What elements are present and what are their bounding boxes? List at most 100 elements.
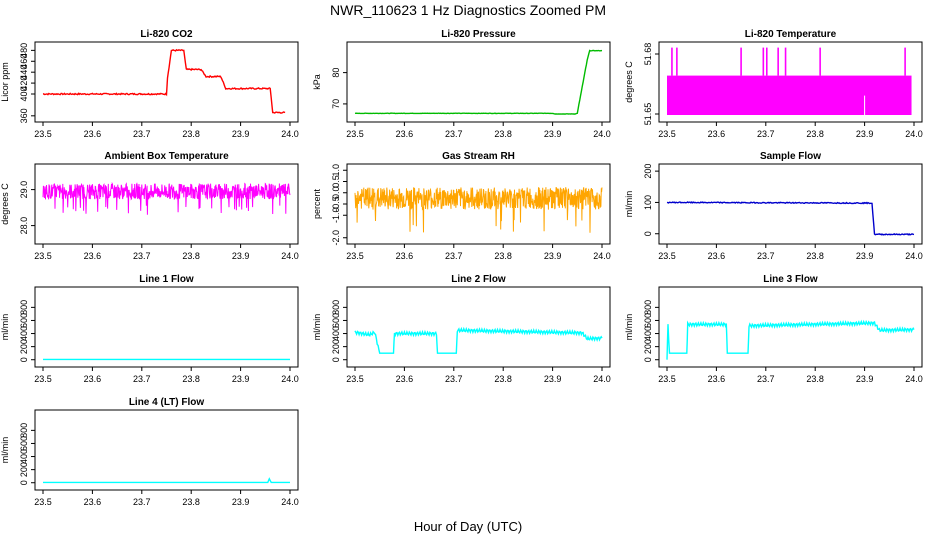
y-axis-label: percent [312, 188, 322, 219]
x-tick-label: 23.8 [182, 251, 200, 261]
x-tick-label: 23.9 [232, 374, 250, 384]
x-tick-label: 23.8 [494, 374, 512, 384]
panel-pressure: Li-820 Pressure kPa 23.5 23.6 23.7 23.8 23.9 24… [312, 29, 611, 139]
y-axis-label: ml/min [0, 314, 10, 341]
y-tick-label: 400 [19, 326, 29, 341]
plot-frame [658, 41, 923, 123]
x-tick-label: 23.9 [856, 374, 874, 384]
y-tick-label: 440 [19, 65, 29, 80]
y-tick-label: 600 [19, 436, 29, 451]
x-tick-label: 23.9 [232, 251, 250, 261]
x-tick-label: 23.5 [346, 251, 364, 261]
x-tick-label: 23.7 [133, 129, 151, 139]
x-tick-label: 23.5 [34, 497, 52, 507]
x-tick-label: 23.6 [396, 251, 414, 261]
x-tick-label: 23.7 [757, 129, 775, 139]
series-line [354, 49, 603, 115]
y-tick-label: 0.0 [331, 186, 341, 199]
x-tick-label: 23.8 [182, 497, 200, 507]
x-tick-label: 23.8 [806, 129, 824, 139]
series-line [42, 181, 291, 215]
y-tick-label: 800 [19, 300, 29, 315]
x-tick-label: 23.9 [544, 374, 562, 384]
y-axis-label: degrees C [0, 183, 10, 225]
y-tick-label: 200 [331, 339, 341, 354]
plot-area [354, 49, 603, 115]
x-tick-label: 24.0 [593, 129, 611, 139]
x-tick-label: 23.6 [708, 251, 726, 261]
y-tick-label: 460 [19, 54, 29, 69]
panel-line2: Line 2 Flow ml/min 23.5 23.6 23.7 23.8 23.9 24.… [312, 274, 611, 384]
x-tick-label: 23.7 [133, 497, 151, 507]
x-tick-label: 23.6 [708, 374, 726, 384]
x-tick-label: 23.8 [494, 129, 512, 139]
x-tick-label: 24.0 [593, 374, 611, 384]
x-tick-label: 24.0 [281, 129, 299, 139]
y-tick-label: 200 [643, 164, 653, 179]
x-tick-label: 23.8 [806, 251, 824, 261]
plot-area [43, 477, 290, 484]
plot-frame [34, 409, 299, 491]
x-tick-label: 24.0 [281, 497, 299, 507]
y-tick-label: 1.0 [331, 164, 341, 177]
panel-title: Line 2 Flow [451, 274, 506, 285]
panel-co2: Li-820 CO2 Licor ppm 23.5 23.6 23.7 23.8 23.9 2… [0, 29, 299, 139]
x-tick-label: 23.6 [396, 374, 414, 384]
panel-title: Line 3 Flow [763, 274, 818, 285]
x-tick-label: 24.0 [593, 251, 611, 261]
x-tick-label: 23.7 [133, 251, 151, 261]
x-tick-label: 23.7 [445, 251, 463, 261]
y-axis-label: Licor ppm [0, 62, 10, 102]
x-tick-label: 23.8 [806, 374, 824, 384]
x-tick-label: 23.6 [84, 374, 102, 384]
y-tick-label: 100 [643, 195, 653, 210]
y-tick-label: -2.0 [331, 230, 341, 246]
plot-area [354, 186, 603, 233]
x-tick-label: 23.9 [856, 251, 874, 261]
x-tick-label: 23.5 [658, 129, 676, 139]
x-tick-label: 23.8 [182, 374, 200, 384]
x-tick-label: 23.6 [84, 129, 102, 139]
y-tick-label: 400 [19, 449, 29, 464]
x-tick-label: 23.5 [346, 374, 364, 384]
x-tick-label: 24.0 [905, 251, 923, 261]
x-tick-label: 23.9 [232, 497, 250, 507]
x-tick-label: 23.5 [658, 251, 676, 261]
figure-title: NWR_110623 1 Hz Diagnostics Zoomed PM [330, 2, 606, 18]
y-axis-label: degrees C [624, 61, 634, 103]
x-tick-label: 23.7 [445, 374, 463, 384]
series-line [42, 48, 286, 114]
plot-frame [34, 163, 299, 245]
panel-title: Li-820 CO2 [140, 29, 193, 40]
x-tick-label: 23.6 [708, 129, 726, 139]
x-tick-label: 23.5 [658, 374, 676, 384]
y-tick-label: 0 [331, 357, 341, 362]
y-tick-label: 600 [331, 313, 341, 328]
figure-xlabel: Hour of Day (UTC) [414, 519, 522, 534]
y-tick-label: 360 [19, 108, 29, 123]
plot-frame [346, 286, 611, 368]
y-axis-label: ml/min [312, 314, 322, 341]
x-tick-label: 23.9 [856, 129, 874, 139]
y-tick-label: 0 [643, 357, 653, 362]
panel-rh: Gas Stream RH percent 23.5 23.6 23.7 23.8 23.9… [312, 151, 611, 261]
panel-temperature: Li-820 Temperature degrees C 23.5 23.6 23.7 2… [624, 29, 923, 139]
y-axis-label: ml/min [624, 191, 634, 218]
plot-frame [34, 41, 299, 123]
panel-ambient: Ambient Box Temperature degrees C 23.5 23.6… [0, 151, 299, 261]
x-tick-label: 23.5 [346, 129, 364, 139]
x-tick-label: 23.5 [34, 374, 52, 384]
y-tick-label: -0.5 [331, 196, 341, 212]
x-tick-label: 23.9 [544, 129, 562, 139]
x-tick-label: 24.0 [905, 129, 923, 139]
panel-title: Li-820 Temperature [745, 29, 837, 40]
plot-area [666, 201, 915, 236]
y-tick-label: 200 [19, 339, 29, 354]
y-tick-label: 480 [19, 43, 29, 58]
series-line [666, 201, 915, 236]
plot-frame [658, 286, 923, 368]
panel-line3: Line 3 Flow ml/min 23.5 23.6 23.7 23.8 23.9 24.… [624, 274, 923, 384]
y-tick-label: 420 [19, 76, 29, 91]
y-tick-label: 800 [643, 300, 653, 315]
y-axis-label: ml/min [624, 314, 634, 341]
